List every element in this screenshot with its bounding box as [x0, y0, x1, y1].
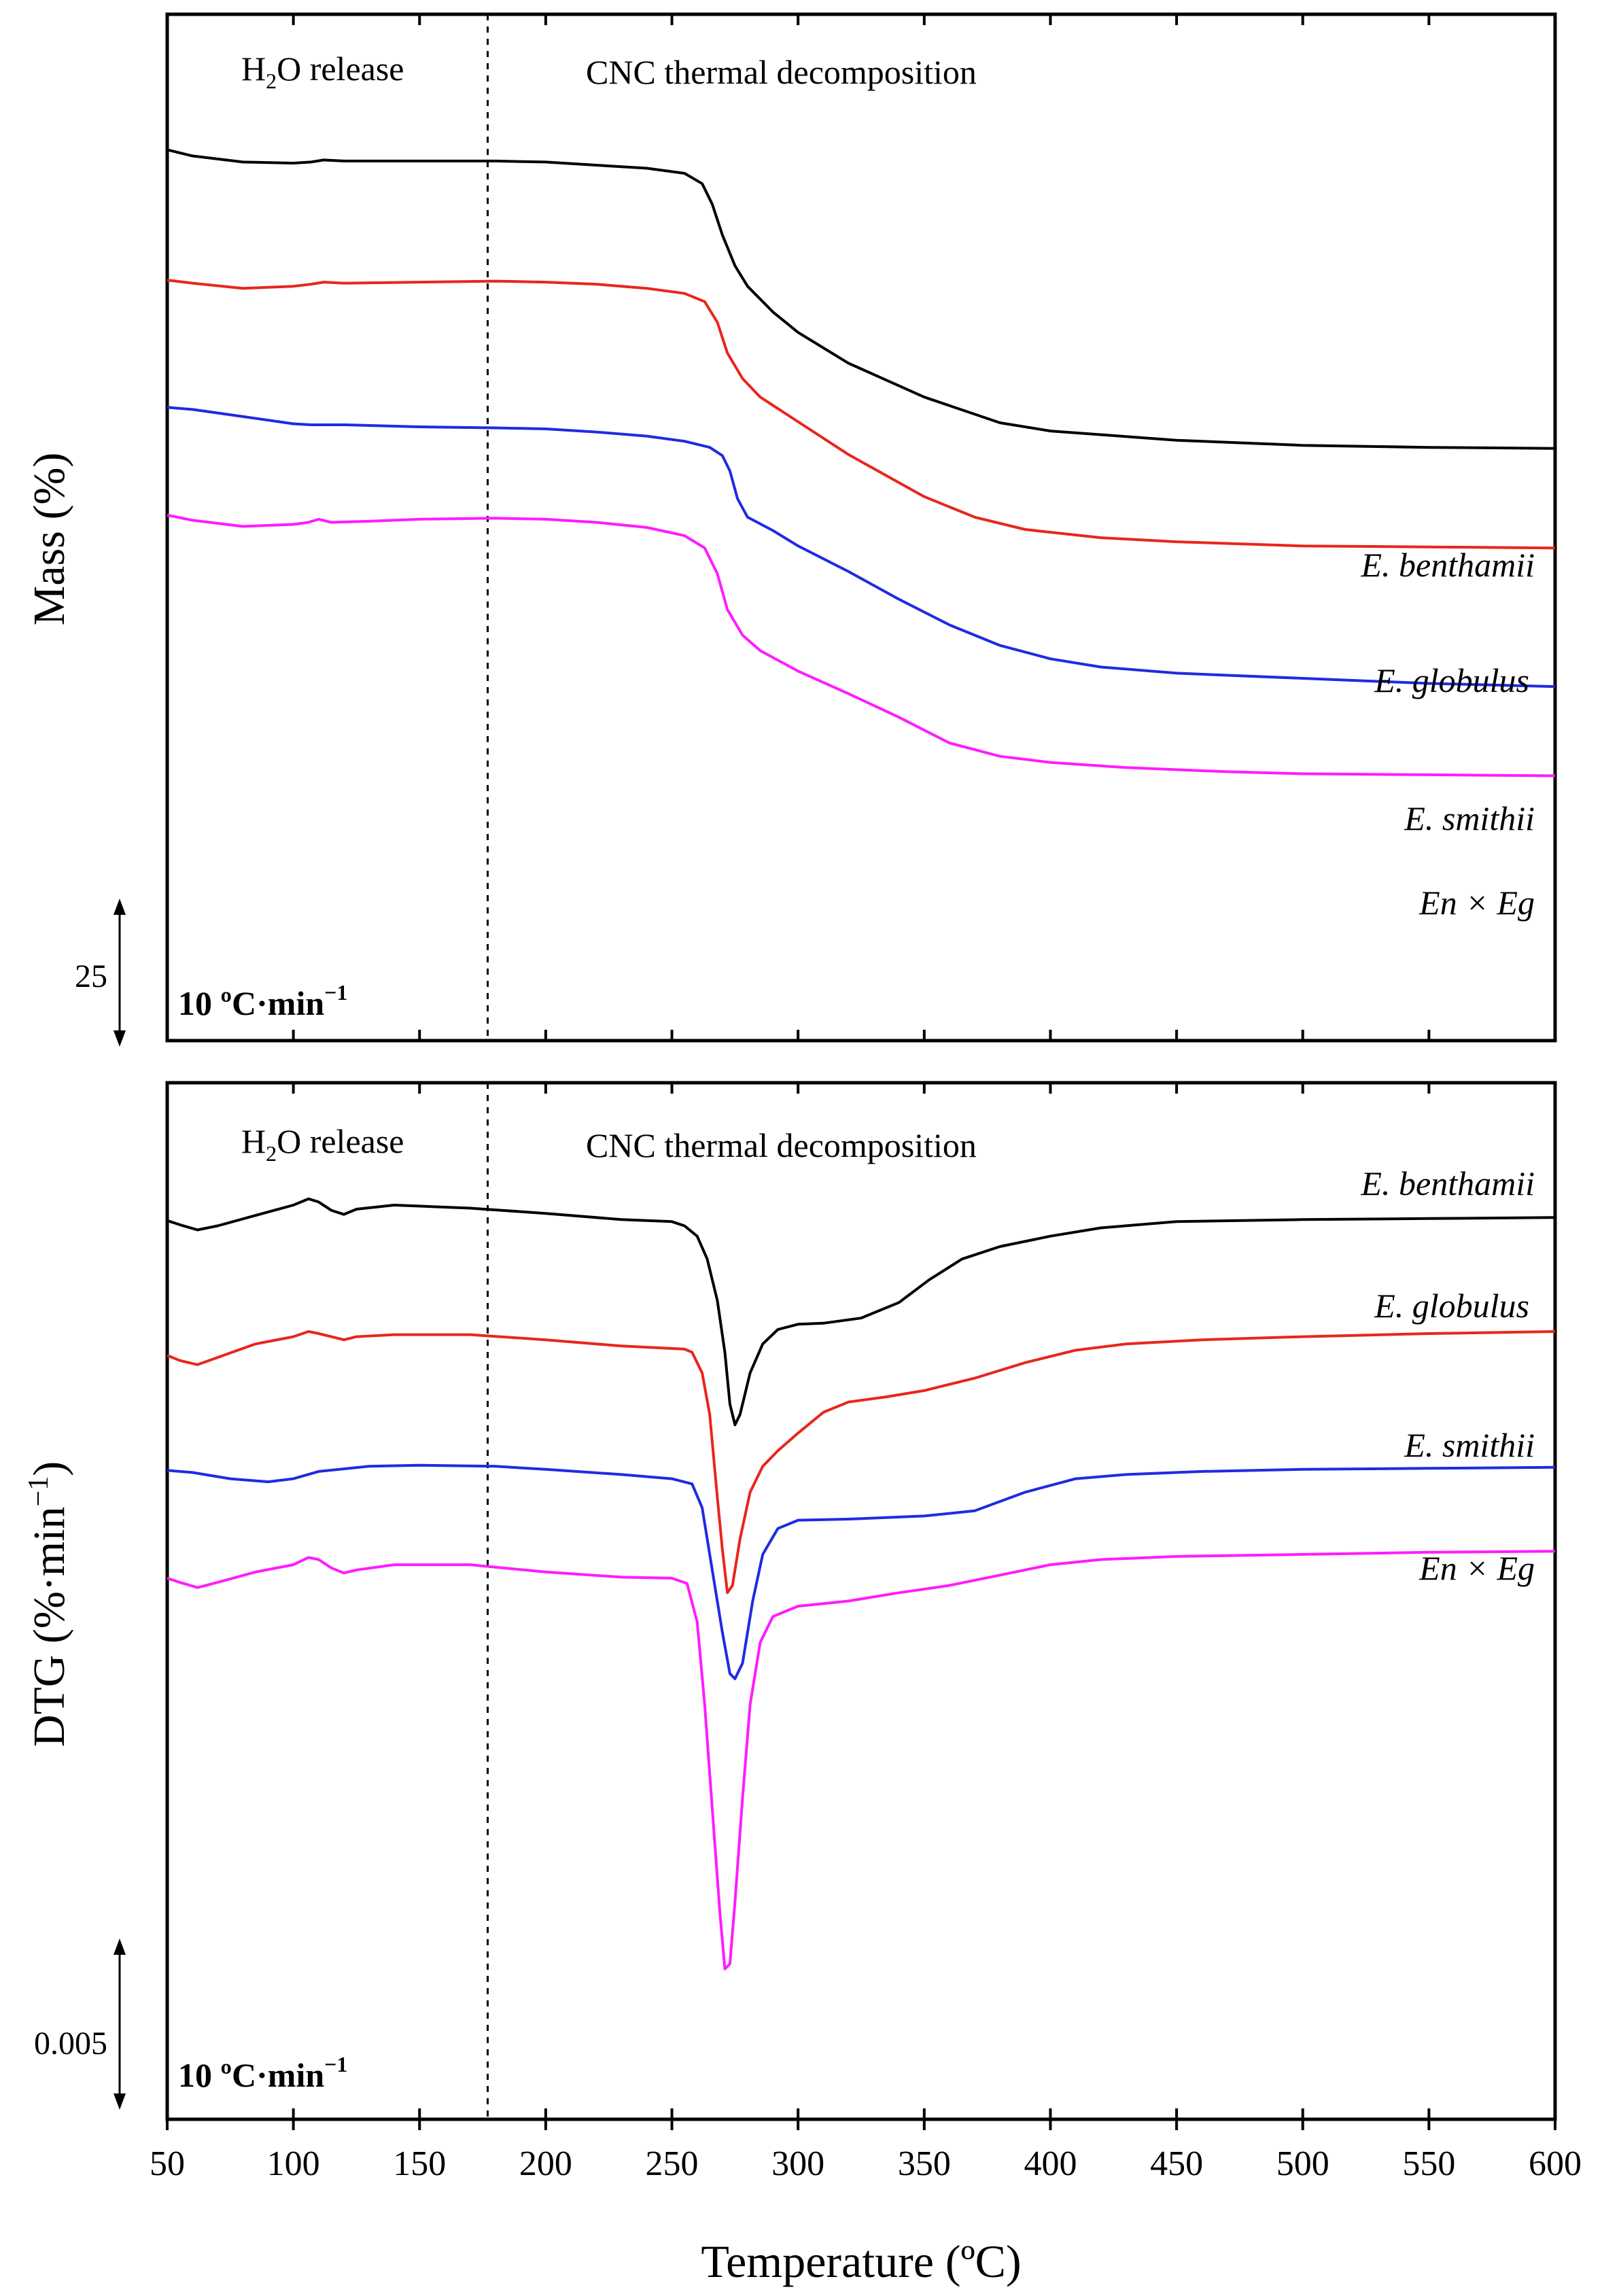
mass-series-line-3	[167, 513, 1556, 778]
dtg-plot-frame	[165, 1081, 1557, 2121]
dtg-series-label-benthamii: E. benthamii	[1360, 1164, 1535, 1202]
x-tick-label-500: 500	[1276, 2144, 1329, 2183]
dtg-series-group	[167, 1197, 1556, 1970]
dtg-series-line-0	[167, 1197, 1556, 1427]
dtg-panel: H2O release CNC thermal decomposition E.…	[23, 1081, 1557, 2121]
mass-series-line-0	[167, 148, 1556, 450]
dtg-scale-bar: 0.005	[34, 1938, 126, 2110]
dtg-series-line-1	[167, 1330, 1556, 1595]
x-axis-label: Temperature (ºC)	[701, 2236, 1021, 2287]
x-axis-ticks: 50 100 150 200 250 300 350 400 450 500 550 600	[150, 14, 1582, 2183]
x-tick-label-350: 350	[898, 2144, 951, 2183]
dtg-scale-bar-label: 0.005	[34, 2025, 107, 2062]
mass-region-label-water: H2O release	[241, 50, 404, 93]
mass-scale-bar-label: 25	[75, 958, 107, 994]
x-tick-label-400: 400	[1024, 2144, 1077, 2183]
mass-series-group	[167, 148, 1556, 778]
mass-y-axis-label: Mass (%)	[24, 453, 74, 626]
mass-series-label-benthamii: E. benthamii	[1360, 546, 1535, 584]
dtg-rate-label: 10 ºC·min−1	[178, 2052, 347, 2094]
dtg-region-label-decomposition: CNC thermal decomposition	[586, 1126, 977, 1164]
x-tick-label-300: 300	[771, 2144, 824, 2183]
mass-series-line-2	[167, 406, 1556, 689]
dtg-series-label-hybrid: En × Eg	[1418, 1549, 1535, 1587]
dtg-series-label-smithii: E. smithii	[1404, 1426, 1535, 1464]
mass-region-label-decomposition: CNC thermal decomposition	[586, 53, 977, 91]
x-tick-label-550: 550	[1402, 2144, 1455, 2183]
dtg-series-label-globulus: E. globulus	[1374, 1287, 1529, 1325]
dtg-region-label-water: H2O release	[241, 1122, 404, 1166]
mass-scale-bar: 25	[75, 899, 126, 1047]
dtg-series-line-2	[167, 1463, 1556, 1680]
x-tick-label-200: 200	[519, 2144, 572, 2183]
mass-series-line-1	[167, 279, 1556, 550]
mass-rate-label: 10 ºC·min−1	[178, 980, 347, 1022]
x-tick-label-250: 250	[646, 2144, 699, 2183]
dtg-series-line-3	[167, 1550, 1556, 1970]
dtg-y-axis-label: DTG (%·min−1)	[23, 1461, 74, 1747]
mass-plot-frame	[165, 12, 1557, 1043]
mass-panel: H2O release CNC thermal decomposition E.…	[24, 12, 1557, 1047]
x-tick-label-100: 100	[267, 2144, 320, 2183]
mass-series-label-hybrid: En × Eg	[1418, 884, 1535, 922]
x-tick-label-50: 50	[150, 2144, 185, 2183]
x-tick-label-150: 150	[393, 2144, 446, 2183]
x-tick-label-450: 450	[1150, 2144, 1203, 2183]
mass-series-label-globulus: E. globulus	[1374, 661, 1529, 699]
x-tick-label-600: 600	[1529, 2144, 1582, 2183]
mass-series-label-smithii: E. smithii	[1404, 799, 1535, 837]
